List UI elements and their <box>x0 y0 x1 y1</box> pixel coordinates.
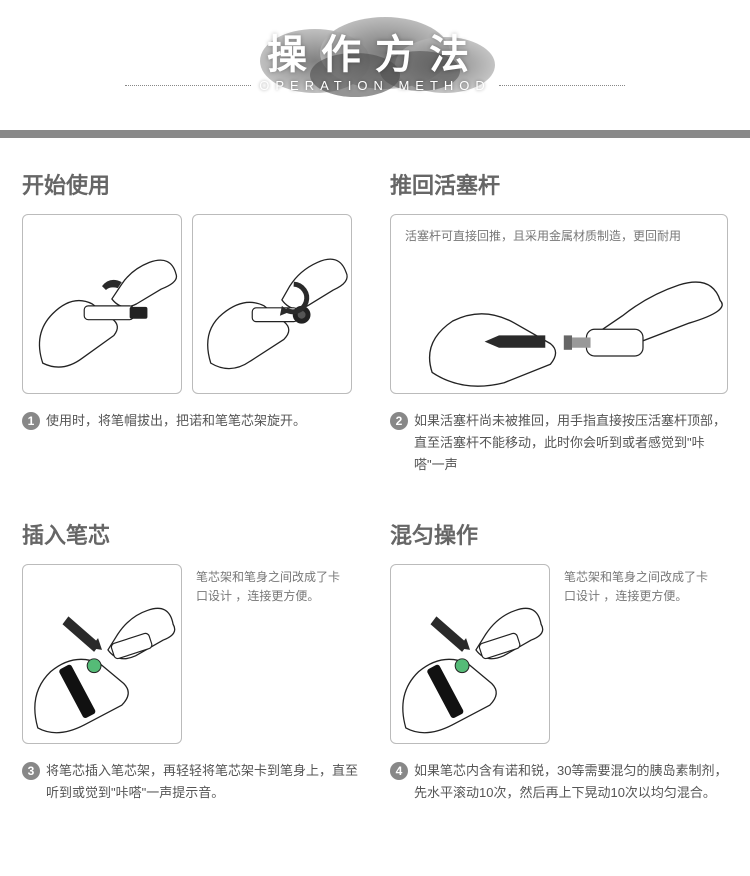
illustration-4 <box>390 564 550 744</box>
caption: 4 如果笔芯内含有诺和锐，30等需要混匀的胰岛素制剂，先水平滚动10次，然后再上… <box>390 760 728 804</box>
side-note: 笔芯架和笔身之间改成了卡口设计 ，连接更方便。 <box>192 564 352 744</box>
row-2: 插入笔芯 笔芯架和笔身之间改成了卡口设计 ，连接更方便。 3 <box>22 518 728 804</box>
caption-text: 如果活塞杆尚未被推回，用手指直接按压活塞杆顶部，直至活塞杆不能移动，此时你会听到… <box>414 410 728 476</box>
caption-text: 使用时，将笔帽拔出，把诺和笔笔芯架旋开。 <box>46 410 306 432</box>
caption: 1 使用时，将笔帽拔出，把诺和笔笔芯架旋开。 <box>22 410 360 432</box>
illustration-2: 活塞杆可直接回推，且采用金属材质制造，更回耐用 <box>390 214 728 394</box>
row-1: 开始使用 <box>22 168 728 476</box>
illustrations: 笔芯架和笔身之间改成了卡口设计 ，连接更方便。 <box>22 564 360 744</box>
illustration-3 <box>22 564 182 744</box>
illustrations: 笔芯架和笔身之间改成了卡口设计 ，连接更方便。 <box>390 564 728 744</box>
top-note: 活塞杆可直接回推，且采用金属材质制造，更回耐用 <box>391 215 695 249</box>
illustration-1a <box>22 214 182 394</box>
title-cn: 操作方法 <box>267 22 483 80</box>
section-insert: 插入笔芯 笔芯架和笔身之间改成了卡口设计 ，连接更方便。 3 <box>22 518 360 804</box>
section-title: 开始使用 <box>22 168 360 200</box>
caption: 2 如果活塞杆尚未被推回，用手指直接按压活塞杆顶部，直至活塞杆不能移动，此时你会… <box>390 410 728 476</box>
section-piston: 推回活塞杆 活塞杆可直接回推，且采用金属材质制造，更回耐用 2 如果活 <box>390 168 728 476</box>
section-start: 开始使用 <box>22 168 360 476</box>
divider-bar <box>0 130 750 138</box>
section-title: 插入笔芯 <box>22 518 360 550</box>
step-number: 2 <box>390 412 408 430</box>
step-number: 4 <box>390 762 408 780</box>
section-title: 推回活塞杆 <box>390 168 728 200</box>
caption-text: 将笔芯插入笔芯架，再轻轻将笔芯架卡到笔身上，直至听到或觉到"咔嗒"一声提示音。 <box>46 760 360 804</box>
step-number: 1 <box>22 412 40 430</box>
section-mix: 混匀操作 笔芯架和笔身之间改成了卡口设计 ，连接更方便。 4 <box>390 518 728 804</box>
page-header: 操作方法 OPERATION METHOD <box>0 0 750 115</box>
section-title: 混匀操作 <box>390 518 728 550</box>
side-note: 笔芯架和笔身之间改成了卡口设计 ，连接更方便。 <box>560 564 720 744</box>
content: 开始使用 <box>0 168 750 876</box>
title-en: OPERATION METHOD <box>251 78 499 93</box>
illustrations <box>22 214 360 394</box>
step-number: 3 <box>22 762 40 780</box>
illustration-1b <box>192 214 352 394</box>
caption-text: 如果笔芯内含有诺和锐，30等需要混匀的胰岛素制剂，先水平滚动10次，然后再上下晃… <box>414 760 728 804</box>
illustrations: 活塞杆可直接回推，且采用金属材质制造，更回耐用 <box>390 214 728 394</box>
title-underline: OPERATION METHOD <box>125 78 625 93</box>
caption: 3 将笔芯插入笔芯架，再轻轻将笔芯架卡到笔身上，直至听到或觉到"咔嗒"一声提示音… <box>22 760 360 804</box>
